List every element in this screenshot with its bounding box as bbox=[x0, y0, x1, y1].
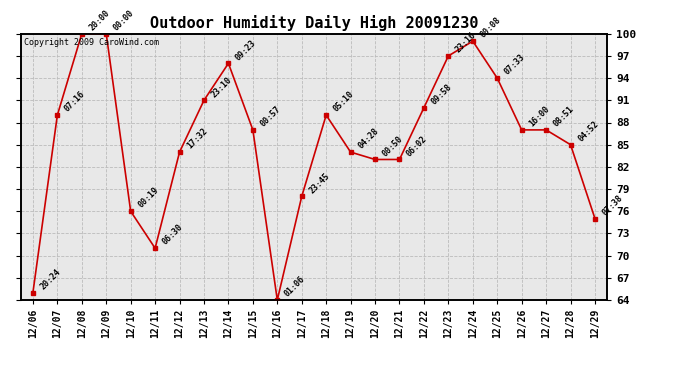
Text: 09:23: 09:23 bbox=[234, 38, 258, 62]
Text: 23:16: 23:16 bbox=[454, 30, 478, 54]
Text: 00:50: 00:50 bbox=[381, 134, 404, 158]
Text: 23:45: 23:45 bbox=[307, 171, 331, 195]
Text: 01:06: 01:06 bbox=[283, 274, 307, 298]
Text: 07:33: 07:33 bbox=[503, 53, 527, 77]
Text: 00:57: 00:57 bbox=[259, 105, 282, 129]
Text: 00:08: 00:08 bbox=[478, 16, 502, 40]
Text: 00:00: 00:00 bbox=[112, 8, 136, 32]
Text: 07:16: 07:16 bbox=[63, 90, 87, 114]
Text: 20:24: 20:24 bbox=[39, 267, 63, 291]
Text: Copyright 2009 CaroWind.com: Copyright 2009 CaroWind.com bbox=[23, 38, 159, 47]
Text: 05:10: 05:10 bbox=[332, 90, 356, 114]
Text: 20:00: 20:00 bbox=[88, 8, 111, 32]
Text: 00:19: 00:19 bbox=[136, 186, 160, 210]
Title: Outdoor Humidity Daily High 20091230: Outdoor Humidity Daily High 20091230 bbox=[150, 15, 478, 31]
Text: 07:38: 07:38 bbox=[600, 193, 624, 217]
Text: 17:32: 17:32 bbox=[185, 127, 209, 151]
Text: 16:00: 16:00 bbox=[527, 105, 551, 129]
Text: 04:28: 04:28 bbox=[356, 127, 380, 151]
Text: 09:58: 09:58 bbox=[429, 82, 453, 106]
Text: 04:52: 04:52 bbox=[576, 119, 600, 143]
Text: 06:30: 06:30 bbox=[161, 223, 185, 247]
Text: 23:10: 23:10 bbox=[210, 75, 234, 99]
Text: 08:51: 08:51 bbox=[552, 105, 575, 129]
Text: 06:02: 06:02 bbox=[405, 134, 429, 158]
